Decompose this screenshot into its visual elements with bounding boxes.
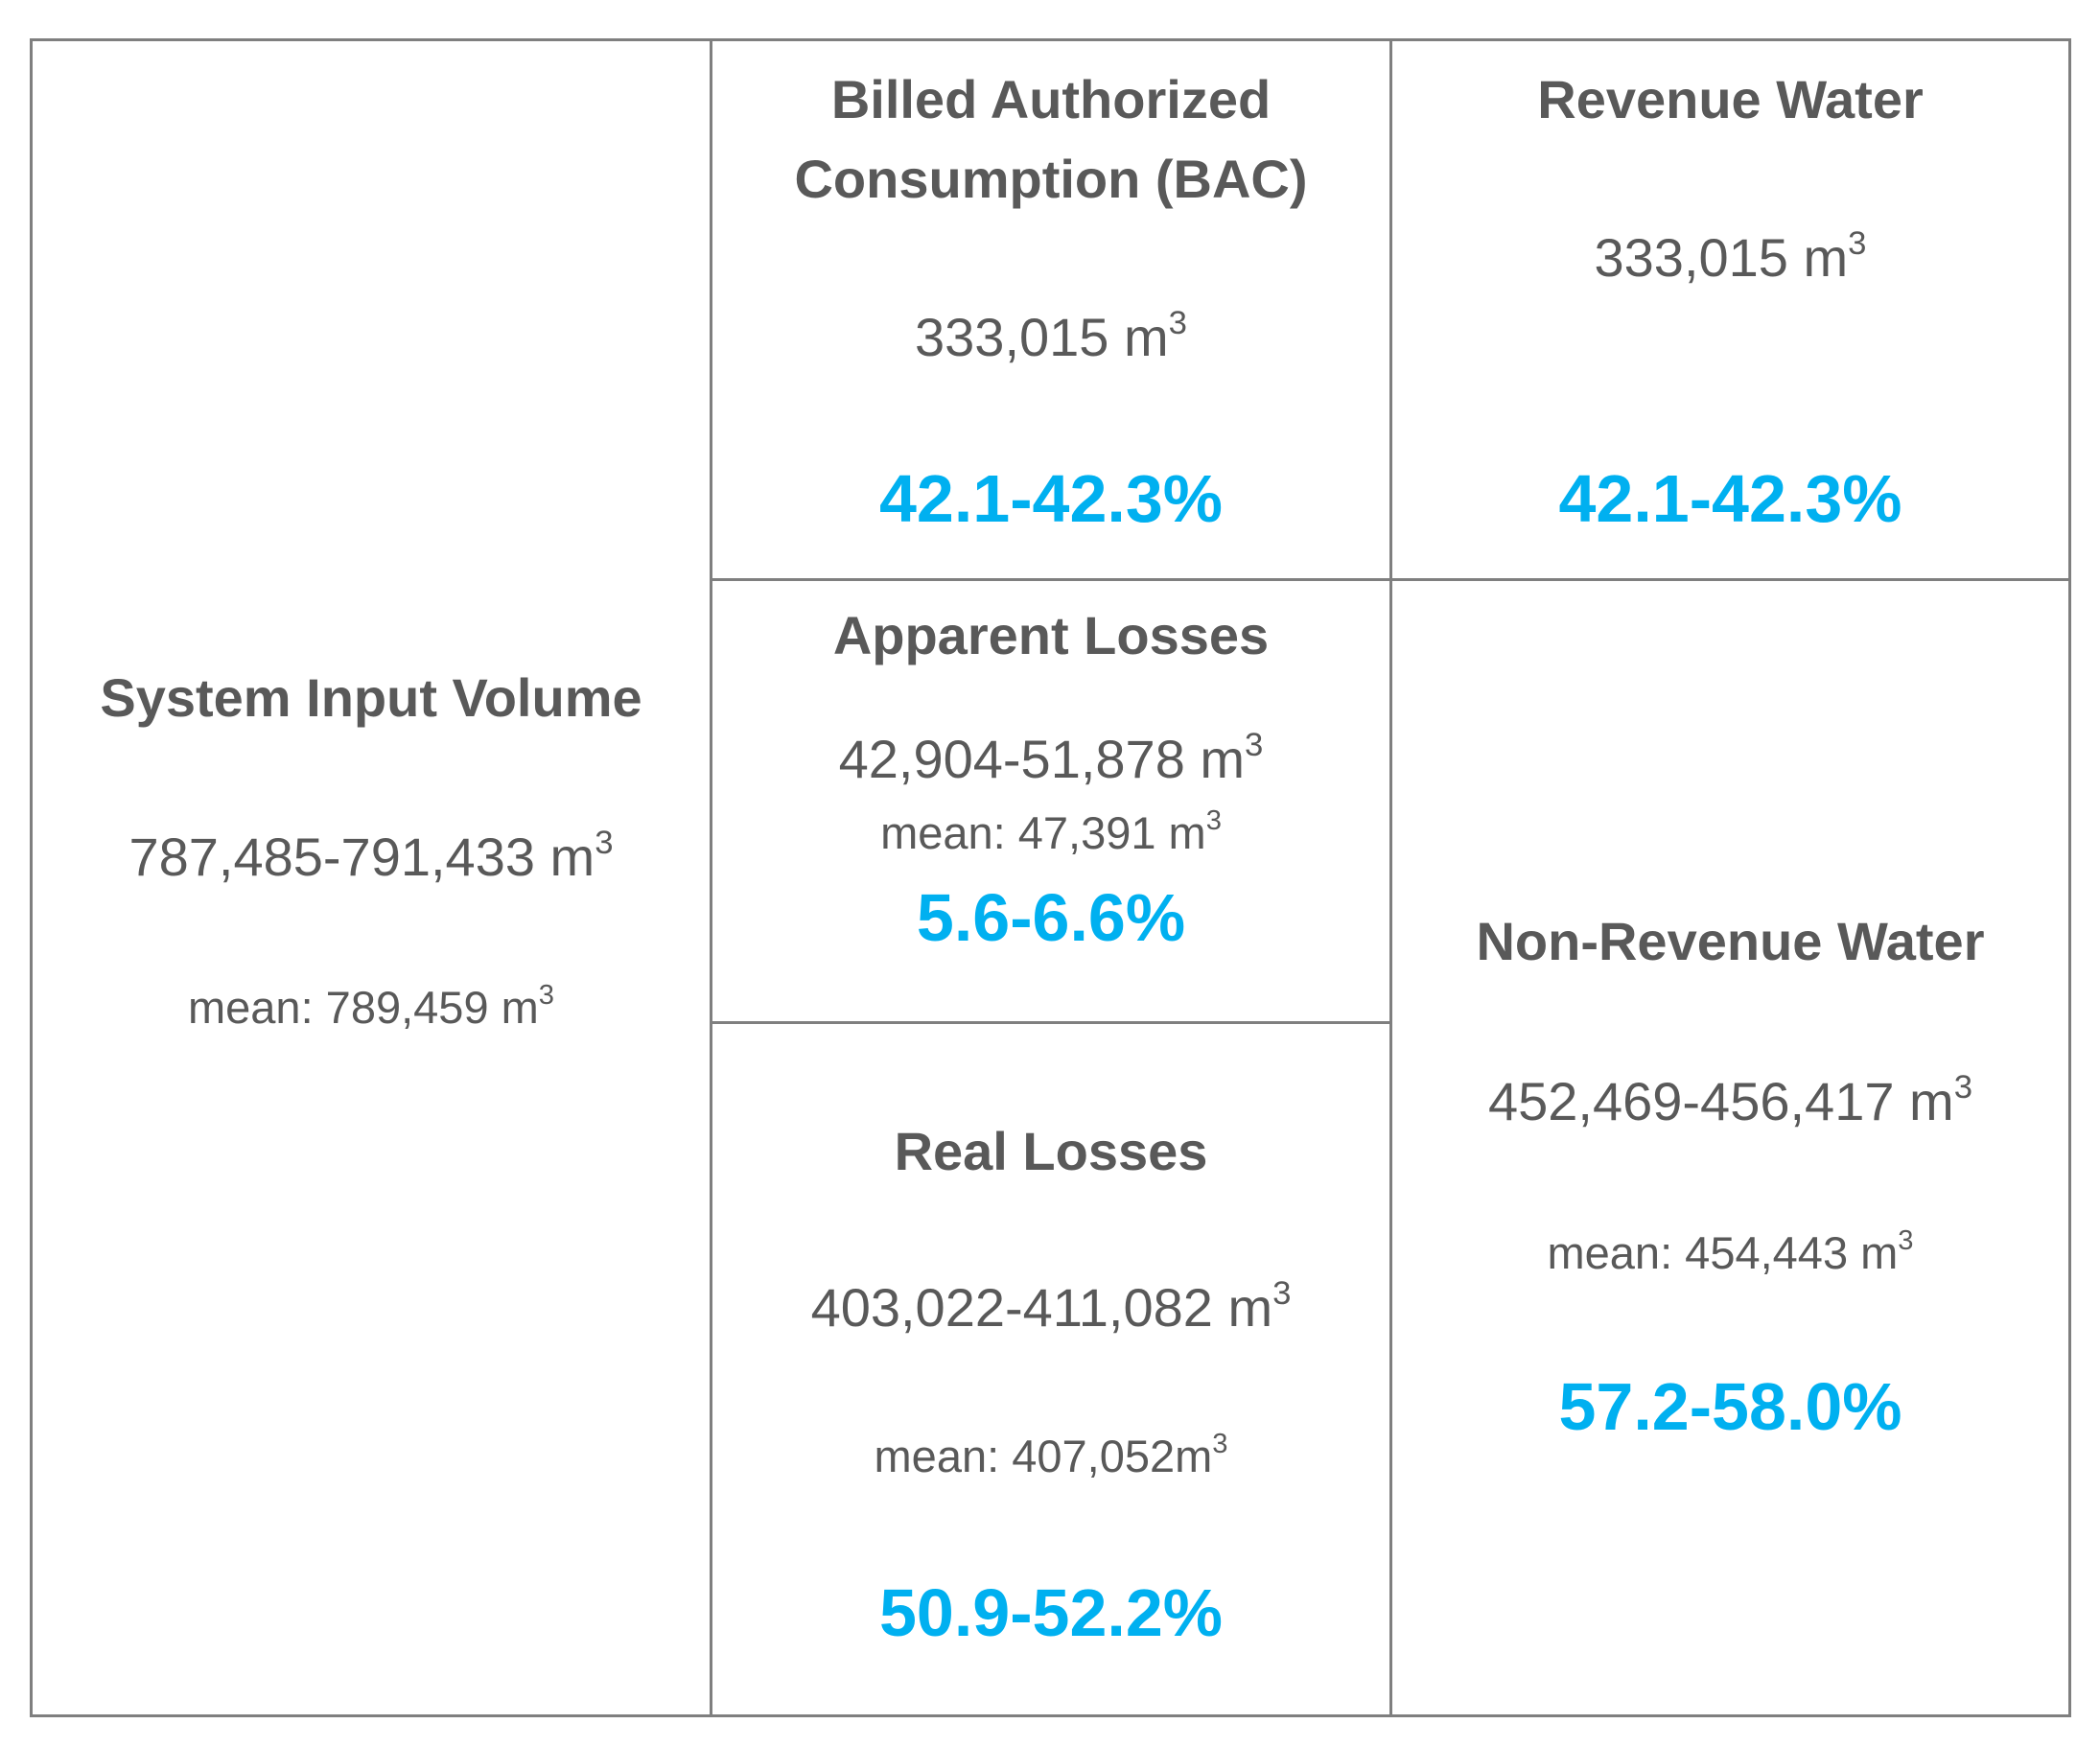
non-revenue-water-cell: Non-Revenue Water 452,469-456,417 m3 mea… — [1392, 581, 2068, 1714]
divider-bac-bottom — [710, 578, 2068, 581]
non-revenue-water-title: Non-Revenue Water — [1476, 911, 1985, 971]
non-revenue-water-mean: mean: 454,443 m3 — [1547, 1225, 1914, 1278]
system-input-volume-range: 787,485-791,433 m3 — [128, 824, 614, 887]
real-losses-percent: 50.9-52.2% — [878, 1575, 1224, 1650]
divider-col2 — [1389, 41, 1392, 1714]
divider-col1 — [710, 41, 712, 1714]
bac-title-line1: Billed Authorized — [830, 69, 1272, 129]
revenue-water-title: Revenue Water — [1537, 69, 1924, 129]
bac-cell: Billed Authorized Consumption (BAC) 333,… — [712, 41, 1389, 578]
system-input-volume-cell: System Input Volume 787,485-791,433 m3 m… — [33, 41, 710, 1714]
revenue-water-cell: Revenue Water 333,015 m3 42.1-42.3% — [1392, 41, 2068, 578]
revenue-water-volume: 333,015 m3 — [1594, 224, 1867, 288]
real-losses-title: Real Losses — [894, 1121, 1208, 1181]
apparent-losses-range: 42,904-51,878 m3 — [838, 726, 1264, 789]
bac-title-line2: Consumption (BAC) — [794, 149, 1308, 209]
apparent-losses-mean: mean: 47,391 m3 — [880, 805, 1222, 858]
system-input-volume-mean: mean: 789,459 m3 — [188, 980, 554, 1033]
real-losses-cell: Real Losses 403,022-411,082 m3 mean: 407… — [712, 1024, 1389, 1714]
revenue-water-percent: 42.1-42.3% — [1558, 461, 1902, 536]
real-losses-mean: mean: 407,052m3 — [874, 1429, 1228, 1481]
system-input-volume-title: System Input Volume — [100, 667, 642, 728]
apparent-losses-percent: 5.6-6.6% — [916, 880, 1186, 955]
non-revenue-water-range: 452,469-456,417 m3 — [1487, 1068, 1973, 1131]
bac-volume: 333,015 m3 — [915, 304, 1187, 367]
non-revenue-water-percent: 57.2-58.0% — [1558, 1369, 1902, 1444]
divider-apparent-bottom — [710, 1021, 1392, 1024]
apparent-losses-title: Apparent Losses — [832, 605, 1270, 665]
real-losses-range: 403,022-411,082 m3 — [810, 1274, 1292, 1338]
apparent-losses-cell: Apparent Losses 42,904-51,878 m3 mean: 4… — [712, 581, 1389, 1021]
water-balance-table: System Input Volume 787,485-791,433 m3 m… — [30, 38, 2071, 1717]
bac-percent: 42.1-42.3% — [878, 461, 1224, 536]
